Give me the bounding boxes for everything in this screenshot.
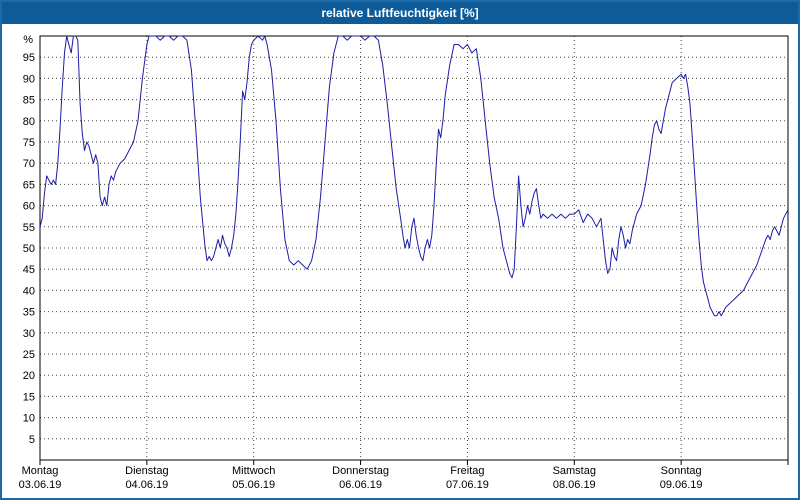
x-day-label: Dienstag — [125, 465, 168, 477]
y-tick-label: 50 — [23, 243, 35, 255]
y-tick-label: 35 — [23, 307, 35, 319]
y-tick-label: 20 — [23, 370, 35, 382]
x-date-label: 06.06.19 — [339, 479, 382, 491]
x-day-label: Mittwoch — [232, 465, 275, 477]
x-date-label: 09.06.19 — [660, 479, 703, 491]
y-tick-label: 95 — [23, 52, 35, 64]
y-tick-label: 75 — [23, 137, 35, 149]
y-tick-label: 10 — [23, 413, 35, 425]
y-tick-label: 70 — [23, 158, 35, 170]
y-tick-label: 80 — [23, 116, 35, 128]
y-tick-label: 90 — [23, 73, 35, 85]
y-tick-label: 30 — [23, 328, 35, 340]
window-title: relative Luftfeuchtigkeit [%] — [321, 6, 479, 20]
titlebar: relative Luftfeuchtigkeit [%] — [2, 2, 798, 24]
y-tick-label: 60 — [23, 201, 35, 213]
y-tick-label: 85 — [23, 95, 35, 107]
humidity-line-chart: 5 10 15 20 25 30 35 40 45 50 55 60 65 70 75 80 85 90 95% Mo… — [19, 34, 789, 491]
x-day-label: Montag — [22, 465, 59, 477]
x-date-label: 07.06.19 — [446, 479, 489, 491]
x-date-label: 05.06.19 — [232, 479, 275, 491]
y-tick-label: 25 — [23, 349, 35, 361]
x-date-label: 04.06.19 — [125, 479, 168, 491]
x-date-label: 03.06.19 — [19, 479, 62, 491]
plot-border — [39, 35, 789, 461]
y-tick-label: 15 — [23, 391, 35, 403]
y-tick-label: 45 — [23, 264, 35, 276]
x-day-label: Samstag — [553, 465, 596, 477]
chart-area: 5 10 15 20 25 30 35 40 45 50 55 60 65 70 75 80 85 90 95% Mo… — [2, 24, 798, 498]
humidity-series-line — [39, 35, 789, 317]
y-tick-label: 5 — [29, 434, 35, 446]
x-day-label: Donnerstag — [332, 465, 389, 477]
y-tick-label: 40 — [23, 285, 35, 297]
y-tick-label: 55 — [23, 222, 35, 234]
x-date-label: 08.06.19 — [553, 479, 596, 491]
y-axis-unit-label: % — [23, 34, 33, 46]
x-day-label: Sonntag — [661, 465, 702, 477]
y-tick-label: 65 — [23, 179, 35, 191]
x-day-label: Freitag — [450, 465, 484, 477]
